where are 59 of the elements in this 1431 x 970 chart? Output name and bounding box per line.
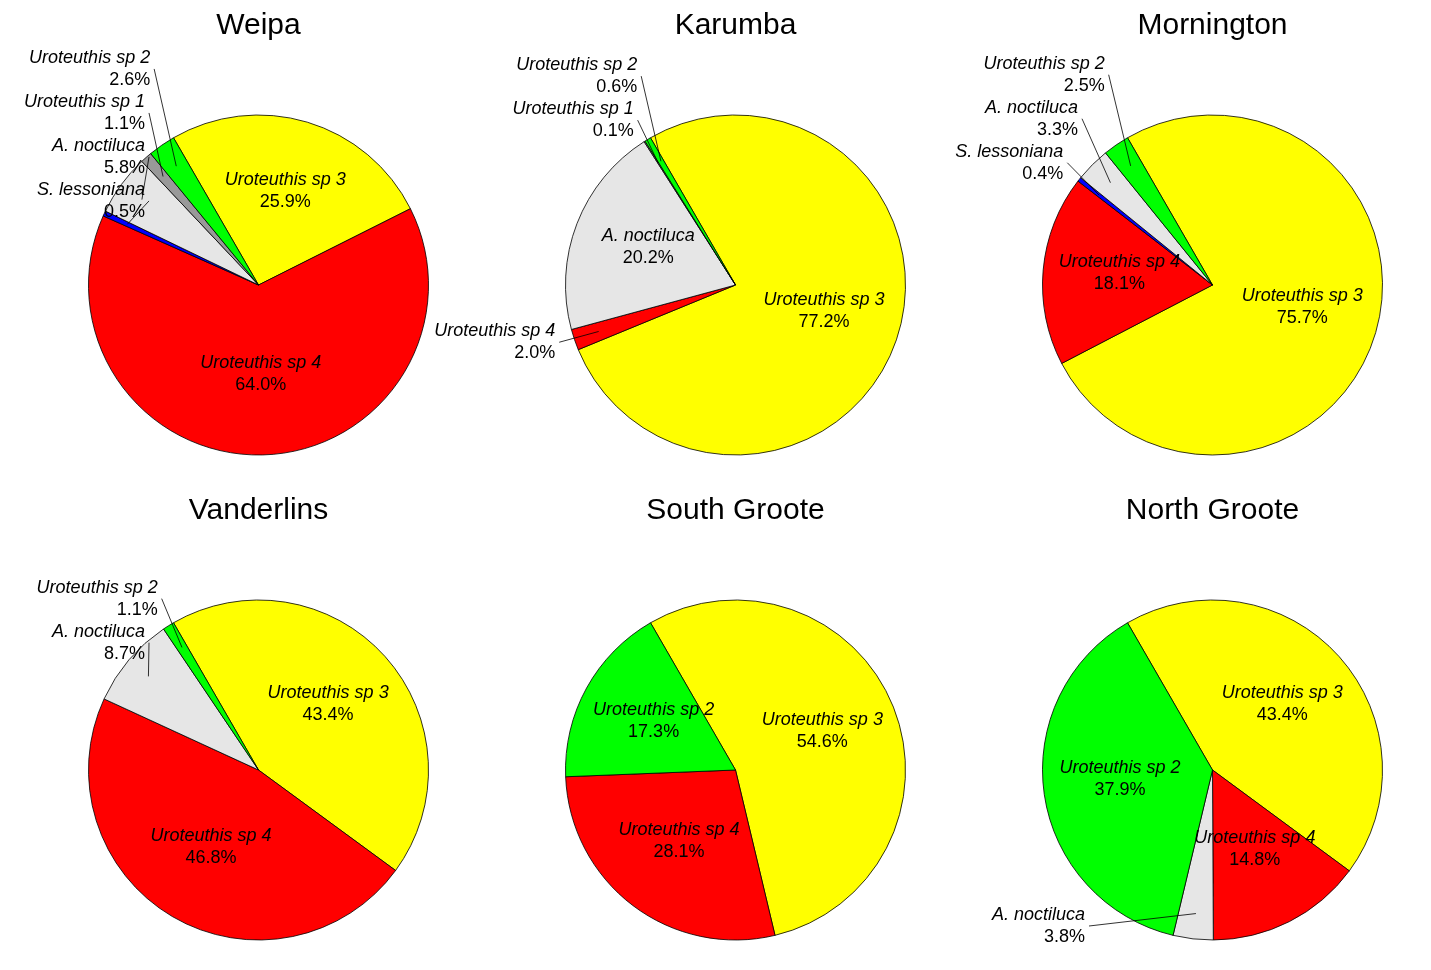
data-label: 0.5% xyxy=(103,200,145,221)
slice-label: A. noctiluca xyxy=(990,904,1085,924)
chart-title: Vanderlins xyxy=(188,492,329,525)
data-label: 2.0% xyxy=(514,342,556,363)
data-label: 0.6% xyxy=(596,76,638,97)
slice-label: Uroteuthis sp 4 xyxy=(618,818,740,839)
slice-label: Uroteuthis sp 2 xyxy=(1059,757,1181,778)
slice-label: Uroteuthis sp 3 xyxy=(1241,285,1363,306)
slice-label: Uroteuthis sp 4 xyxy=(1058,250,1180,271)
data-label: 37.9% xyxy=(1094,779,1146,800)
slice-label: Uroteuthis sp 2 xyxy=(516,54,638,75)
data-label: 2.5% xyxy=(1063,74,1105,95)
data-label: 1.1% xyxy=(116,598,158,619)
data-label: 64.0% xyxy=(235,374,287,395)
slice-label: Uroteuthis sp 3 xyxy=(1221,681,1343,702)
data-label: 25.9% xyxy=(259,191,311,212)
slice-label: Uroteuthis sp 1 xyxy=(512,98,634,119)
data-label: 3.3% xyxy=(1036,118,1079,139)
chart-title: Mornington xyxy=(1137,7,1288,40)
slice-label: Uroteuthis sp 4 xyxy=(200,352,322,373)
slice-label: Uroteuthis sp 3 xyxy=(763,289,885,310)
data-label: 2.6% xyxy=(109,68,151,89)
slice-label: S. lessoniana xyxy=(955,140,1064,161)
chart-title: North Groote xyxy=(1125,492,1300,525)
data-label: 5.8% xyxy=(103,156,145,177)
data-label: 3.8% xyxy=(1043,926,1085,946)
slice-label: Uroteuthis sp 4 xyxy=(150,824,272,845)
slice-label: Uroteuthis sp 3 xyxy=(761,709,883,730)
slice-label: A. noctiluca xyxy=(50,620,145,641)
data-label: 54.6% xyxy=(796,731,848,752)
slice-label: Uroteuthis sp 3 xyxy=(267,681,389,702)
slice-label: Uroteuthis sp 3 xyxy=(224,169,346,190)
data-label: 14.8% xyxy=(1229,849,1281,870)
data-label: 17.3% xyxy=(628,720,680,741)
data-label: 18.1% xyxy=(1093,272,1145,293)
data-label: 77.2% xyxy=(798,311,850,332)
data-label: 46.8% xyxy=(185,846,237,867)
data-label: 8.7% xyxy=(103,642,145,663)
slice-label: Uroteuthis sp 2 xyxy=(983,52,1105,73)
data-label: 43.4% xyxy=(302,703,354,724)
data-label: 43.4% xyxy=(1256,703,1308,724)
chart-title: Karumba xyxy=(674,7,797,40)
slice-label: A. noctiluca xyxy=(50,134,145,155)
data-label: 0.4% xyxy=(1022,162,1064,183)
slice-label: Uroteuthis sp 4 xyxy=(434,320,556,341)
data-label: 75.7% xyxy=(1276,307,1328,328)
slice-label: Uroteuthis sp 2 xyxy=(36,576,158,597)
slice-label: A. noctiluca xyxy=(983,96,1079,117)
data-label: 20.2% xyxy=(622,247,674,268)
chart-title: Weipa xyxy=(216,7,302,40)
slice-label: S. lessoniana xyxy=(36,178,145,199)
data-label: 1.1% xyxy=(103,112,145,133)
slice-label: Uroteuthis sp 1 xyxy=(23,90,145,111)
data-label: 28.1% xyxy=(653,840,705,861)
chart-title: South Groote xyxy=(646,492,825,525)
slice-label: A. noctiluca xyxy=(600,225,695,246)
slice-label: Uroteuthis sp 2 xyxy=(29,46,151,67)
slice-label: Uroteuthis sp 2 xyxy=(593,698,715,719)
data-label: 0.1% xyxy=(592,120,634,141)
